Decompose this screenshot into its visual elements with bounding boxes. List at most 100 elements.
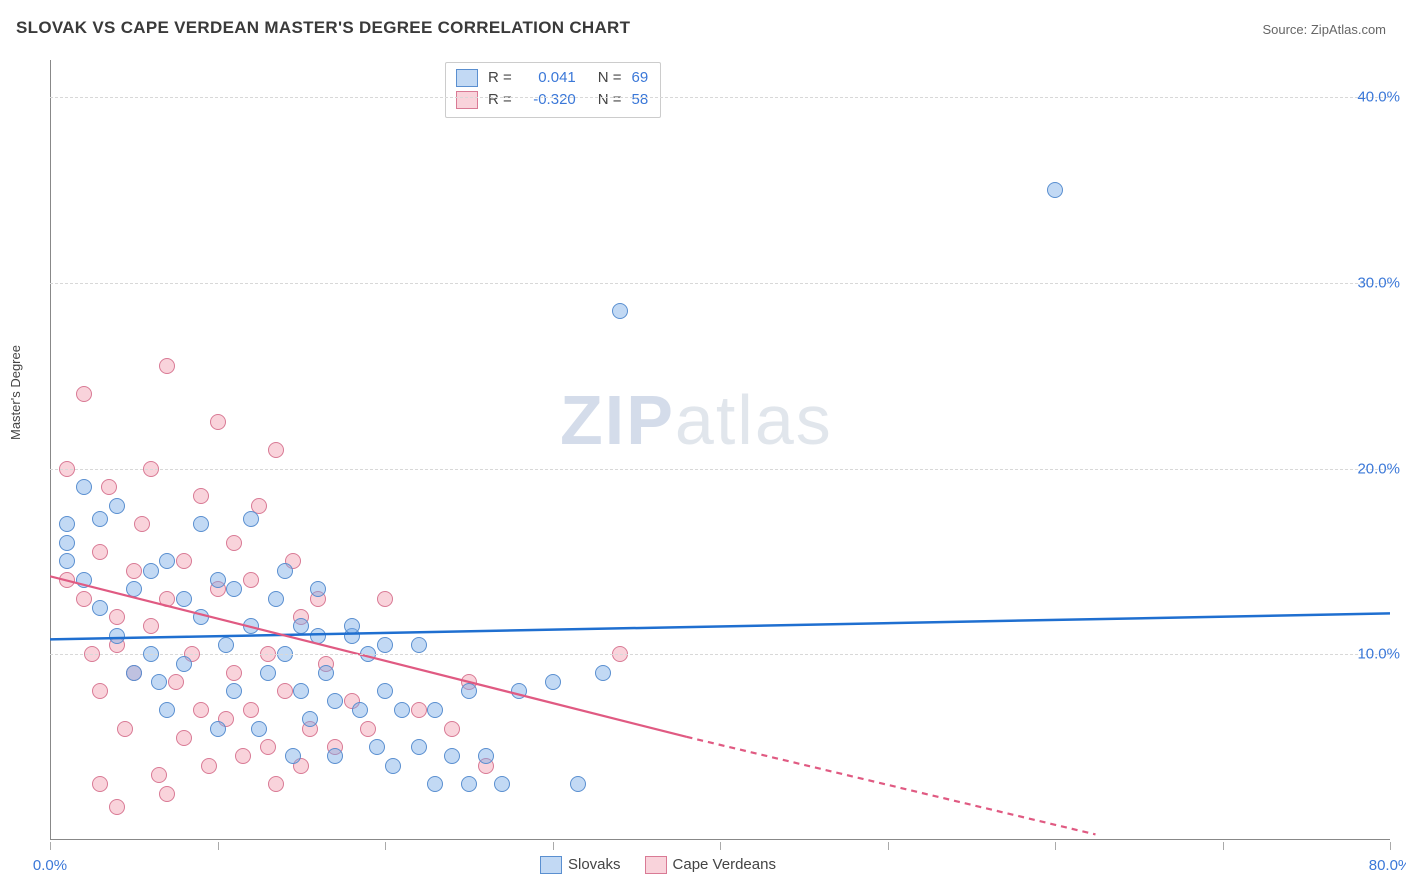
data-point-slovaks (327, 748, 343, 764)
data-point-slovaks (210, 572, 226, 588)
legend-swatch (456, 91, 478, 109)
data-point-cape_verdeans (92, 776, 108, 792)
legend-n-value: 58 (632, 89, 649, 111)
data-point-slovaks (427, 776, 443, 792)
x-tick (1390, 842, 1391, 850)
stats-legend: R = 0.041 N = 69 R = -0.320 N = 58 (445, 62, 661, 118)
data-point-cape_verdeans (117, 721, 133, 737)
data-point-slovaks (92, 511, 108, 527)
legend-n-label: N = (598, 67, 622, 89)
data-point-cape_verdeans (159, 591, 175, 607)
data-point-slovaks (293, 683, 309, 699)
data-point-cape_verdeans (92, 544, 108, 560)
data-point-slovaks (76, 479, 92, 495)
y-tick-label: 10.0% (1357, 646, 1400, 663)
data-point-slovaks (310, 628, 326, 644)
data-point-slovaks (218, 637, 234, 653)
data-point-slovaks (369, 739, 385, 755)
data-point-cape_verdeans (159, 786, 175, 802)
data-point-slovaks (352, 702, 368, 718)
y-tick-label: 20.0% (1357, 460, 1400, 477)
data-point-slovaks (545, 674, 561, 690)
data-point-slovaks (151, 674, 167, 690)
data-point-cape_verdeans (76, 386, 92, 402)
data-point-slovaks (193, 516, 209, 532)
data-point-slovaks (478, 748, 494, 764)
data-point-slovaks (461, 776, 477, 792)
data-point-cape_verdeans (268, 776, 284, 792)
data-point-slovaks (243, 511, 259, 527)
data-point-cape_verdeans (101, 479, 117, 495)
data-point-slovaks (411, 637, 427, 653)
data-point-slovaks (344, 618, 360, 634)
legend-r-label: R = (488, 67, 512, 89)
legend-item: Slovaks (540, 856, 621, 874)
legend-n-label: N = (598, 89, 622, 111)
data-point-cape_verdeans (159, 358, 175, 374)
x-tick (218, 842, 219, 850)
data-point-slovaks (210, 721, 226, 737)
data-point-slovaks (268, 591, 284, 607)
data-point-slovaks (570, 776, 586, 792)
data-point-slovaks (444, 748, 460, 764)
data-point-slovaks (427, 702, 443, 718)
data-point-cape_verdeans (168, 674, 184, 690)
data-point-cape_verdeans (277, 683, 293, 699)
data-point-slovaks (92, 600, 108, 616)
plot-border (50, 60, 1390, 840)
data-point-slovaks (302, 711, 318, 727)
data-point-slovaks (411, 739, 427, 755)
data-point-slovaks (126, 665, 142, 681)
legend-swatch (540, 856, 562, 874)
stats-legend-row: R = 0.041 N = 69 (456, 67, 648, 89)
data-point-slovaks (293, 618, 309, 634)
legend-r-value: -0.320 (522, 89, 576, 111)
data-point-slovaks (318, 665, 334, 681)
data-point-slovaks (385, 758, 401, 774)
data-point-slovaks (59, 553, 75, 569)
y-tick-label: 40.0% (1357, 89, 1400, 106)
data-point-slovaks (243, 618, 259, 634)
x-tick-label: 80.0% (1369, 857, 1406, 874)
data-point-slovaks (109, 498, 125, 514)
data-point-cape_verdeans (109, 609, 125, 625)
data-point-cape_verdeans (176, 730, 192, 746)
plot-area (50, 60, 1390, 840)
data-point-slovaks (176, 591, 192, 607)
data-point-cape_verdeans (143, 618, 159, 634)
data-point-cape_verdeans (126, 563, 142, 579)
x-tick (1223, 842, 1224, 850)
data-point-cape_verdeans (226, 665, 242, 681)
data-point-slovaks (494, 776, 510, 792)
data-point-slovaks (377, 637, 393, 653)
y-tick-label: 30.0% (1357, 274, 1400, 291)
data-point-cape_verdeans (260, 739, 276, 755)
data-point-slovaks (251, 721, 267, 737)
data-point-slovaks (612, 303, 628, 319)
data-point-slovaks (226, 683, 242, 699)
data-point-slovaks (76, 572, 92, 588)
data-point-slovaks (59, 535, 75, 551)
data-point-cape_verdeans (151, 767, 167, 783)
data-point-slovaks (159, 702, 175, 718)
data-point-slovaks (193, 609, 209, 625)
data-point-slovaks (595, 665, 611, 681)
legend-r-value: 0.041 (522, 67, 576, 89)
data-point-cape_verdeans (92, 683, 108, 699)
data-point-cape_verdeans (134, 516, 150, 532)
data-point-slovaks (310, 581, 326, 597)
stats-legend-row: R = -0.320 N = 58 (456, 89, 648, 111)
data-point-cape_verdeans (377, 591, 393, 607)
data-point-slovaks (143, 563, 159, 579)
x-tick (888, 842, 889, 850)
data-point-cape_verdeans (235, 748, 251, 764)
data-point-cape_verdeans (226, 535, 242, 551)
legend-r-label: R = (488, 89, 512, 111)
data-point-cape_verdeans (411, 702, 427, 718)
data-point-cape_verdeans (59, 572, 75, 588)
data-point-slovaks (260, 665, 276, 681)
y-axis-label: Master's Degree (8, 345, 23, 440)
data-point-cape_verdeans (193, 488, 209, 504)
legend-n-value: 69 (632, 67, 649, 89)
x-tick-label: 0.0% (33, 857, 67, 874)
